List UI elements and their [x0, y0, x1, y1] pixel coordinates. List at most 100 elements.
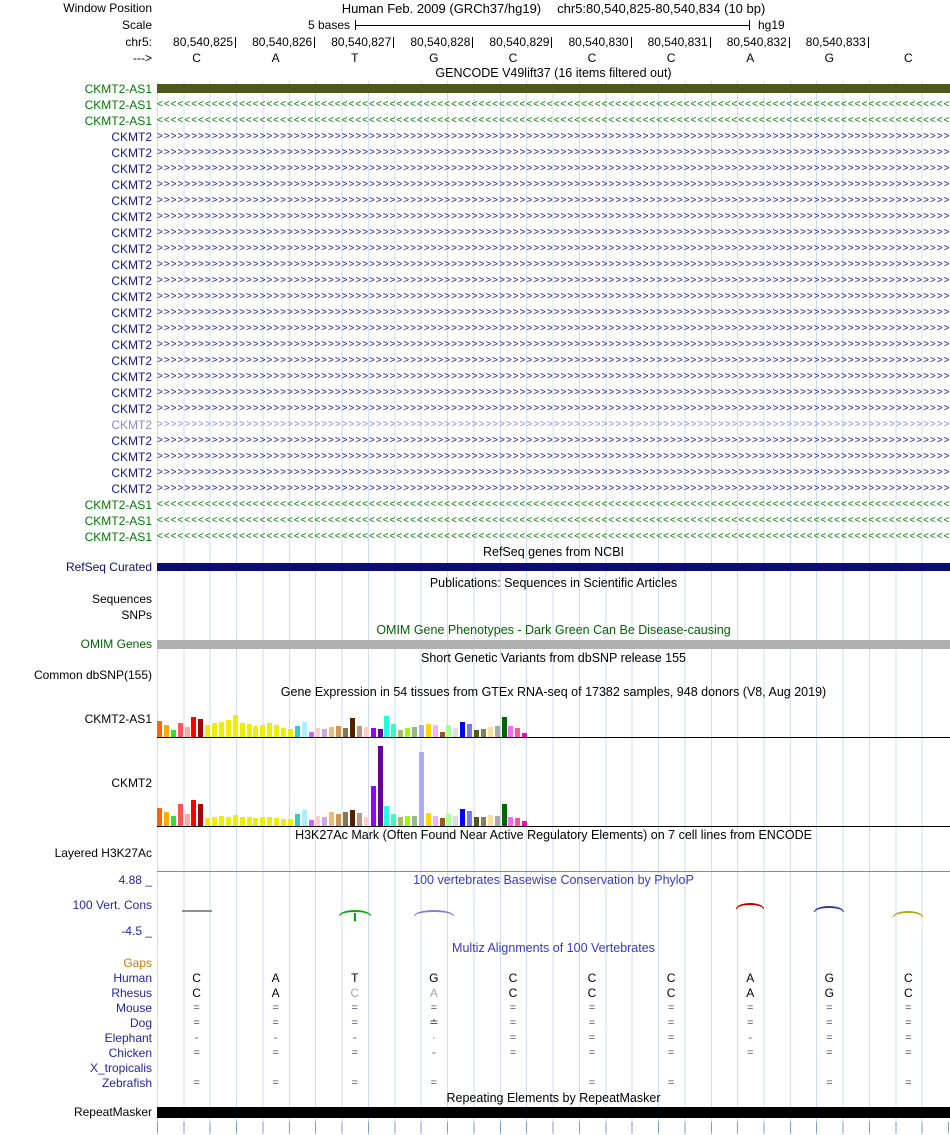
tissue-expression-bar[interactable]	[370, 728, 376, 737]
tissue-expression-bar[interactable]	[315, 816, 321, 826]
omim-title[interactable]: OMIM Gene Phenotypes - Dark Green Can Be…	[376, 623, 731, 637]
gene-strand-line[interactable]: >>>>>>>>>>>>>>>>>>>>>>>>>>>>>>>>>>>>>>>>…	[157, 195, 950, 206]
tissue-expression-bar[interactable]	[308, 820, 314, 826]
tissue-expression-bar[interactable]	[405, 728, 411, 737]
tissue-expression-bar[interactable]	[322, 817, 328, 826]
gene-label[interactable]: CKMT2	[111, 290, 152, 304]
alignment-cells[interactable]	[157, 1061, 950, 1076]
gtex-gene-label-ckmt2as1[interactable]: CKMT2-AS1	[84, 712, 152, 726]
h3k27ac-label[interactable]: Layered H3K27Ac	[54, 846, 152, 860]
gene-label[interactable]: CKMT2	[111, 418, 152, 432]
tissue-expression-bar[interactable]	[205, 725, 211, 737]
tissue-expression-bar[interactable]	[432, 725, 438, 737]
gene-content[interactable]: <<<<<<<<<<<<<<<<<<<<<<<<<<<<<<<<<<<<<<<<…	[157, 113, 950, 129]
tissue-expression-bar[interactable]	[453, 816, 459, 826]
tissue-expression-bar[interactable]	[349, 718, 355, 737]
gene-content[interactable]	[157, 81, 950, 97]
gene-content[interactable]: >>>>>>>>>>>>>>>>>>>>>>>>>>>>>>>>>>>>>>>>…	[157, 417, 950, 433]
gene-content[interactable]: >>>>>>>>>>>>>>>>>>>>>>>>>>>>>>>>>>>>>>>>…	[157, 289, 950, 305]
gene-label[interactable]: CKMT2	[111, 242, 152, 256]
tissue-expression-bar[interactable]	[363, 817, 369, 826]
tissue-expression-bar[interactable]	[501, 717, 507, 737]
tissue-expression-bar[interactable]	[467, 724, 473, 737]
tissue-expression-bar[interactable]	[184, 727, 190, 737]
gene-label[interactable]: CKMT2-AS1	[84, 82, 152, 96]
gene-content[interactable]: >>>>>>>>>>>>>>>>>>>>>>>>>>>>>>>>>>>>>>>>…	[157, 241, 950, 257]
gene-content[interactable]: >>>>>>>>>>>>>>>>>>>>>>>>>>>>>>>>>>>>>>>>…	[157, 321, 950, 337]
tissue-expression-bar[interactable]	[329, 727, 335, 737]
tissue-expression-bar[interactable]	[163, 812, 169, 826]
tissue-expression-bar[interactable]	[508, 726, 514, 737]
alignment-cells[interactable]: = = = = = = = = = =	[157, 1001, 950, 1016]
gene-label[interactable]: CKMT2-AS1	[84, 530, 152, 544]
tissue-expression-bar[interactable]	[274, 818, 280, 826]
gene-strand-line[interactable]: >>>>>>>>>>>>>>>>>>>>>>>>>>>>>>>>>>>>>>>>…	[157, 403, 950, 414]
species-label[interactable]: Dog	[129, 1016, 152, 1030]
tissue-expression-bar[interactable]	[163, 725, 169, 737]
gene-content[interactable]: >>>>>>>>>>>>>>>>>>>>>>>>>>>>>>>>>>>>>>>>…	[157, 145, 950, 161]
tissue-expression-bar[interactable]	[246, 724, 252, 737]
species-label[interactable]: Mouse	[115, 1001, 152, 1015]
tissue-expression-bar[interactable]	[191, 717, 197, 737]
tissue-expression-bar[interactable]	[322, 729, 328, 737]
gene-strand-line[interactable]: <<<<<<<<<<<<<<<<<<<<<<<<<<<<<<<<<<<<<<<<…	[157, 115, 950, 126]
tissue-expression-bar[interactable]	[425, 813, 431, 826]
gene-label[interactable]: CKMT2	[111, 146, 152, 160]
tissue-expression-bar[interactable]	[508, 817, 514, 826]
gene-label[interactable]: CKMT2	[111, 130, 152, 144]
tissue-expression-bar[interactable]	[198, 804, 204, 826]
tissue-expression-bar[interactable]	[246, 817, 252, 826]
gene-strand-line[interactable]: >>>>>>>>>>>>>>>>>>>>>>>>>>>>>>>>>>>>>>>>…	[157, 131, 950, 142]
conservation-mark[interactable]	[893, 911, 924, 917]
tissue-expression-bar[interactable]	[198, 719, 204, 737]
gene-strand-line[interactable]: >>>>>>>>>>>>>>>>>>>>>>>>>>>>>>>>>>>>>>>>…	[157, 419, 950, 430]
tissue-expression-bar[interactable]	[308, 732, 314, 737]
conservation-mark[interactable]	[413, 910, 454, 916]
gene-content[interactable]: >>>>>>>>>>>>>>>>>>>>>>>>>>>>>>>>>>>>>>>>…	[157, 369, 950, 385]
tissue-expression-bar[interactable]	[329, 812, 335, 826]
tissue-expression-bar[interactable]	[515, 818, 521, 826]
tissue-expression-bar[interactable]	[170, 730, 176, 737]
alignment-cells[interactable]: = = = = = = = =	[157, 1076, 950, 1091]
h3k27ac-title[interactable]: H3K27Ac Mark (Often Found Near Active Re…	[295, 828, 812, 842]
gtex-gene-label-ckmt2[interactable]: CKMT2	[111, 775, 152, 790]
tissue-expression-bar[interactable]	[343, 812, 349, 826]
gene-content[interactable]: >>>>>>>>>>>>>>>>>>>>>>>>>>>>>>>>>>>>>>>>…	[157, 129, 950, 145]
tissue-expression-bar[interactable]	[487, 727, 493, 737]
gene-label[interactable]: CKMT2	[111, 306, 152, 320]
gene-strand-line[interactable]: <<<<<<<<<<<<<<<<<<<<<<<<<<<<<<<<<<<<<<<<…	[157, 499, 950, 510]
gene-content[interactable]: >>>>>>>>>>>>>>>>>>>>>>>>>>>>>>>>>>>>>>>>…	[157, 433, 950, 449]
gene-strand-line[interactable]: >>>>>>>>>>>>>>>>>>>>>>>>>>>>>>>>>>>>>>>>…	[157, 339, 950, 350]
gene-strand-line[interactable]: >>>>>>>>>>>>>>>>>>>>>>>>>>>>>>>>>>>>>>>>…	[157, 243, 950, 254]
species-label[interactable]: Zebrafish	[101, 1076, 152, 1090]
gene-label[interactable]: CKMT2	[111, 370, 152, 384]
tissue-expression-bar[interactable]	[239, 723, 245, 737]
tissue-expression-bar[interactable]	[425, 724, 431, 737]
tissue-expression-bar[interactable]	[411, 816, 417, 826]
dbsnp-title[interactable]: Short Genetic Variants from dbSNP releas…	[421, 651, 686, 665]
phylop-title[interactable]: 100 vertebrates Basewise Conservation by…	[413, 873, 694, 887]
tissue-expression-bar[interactable]	[219, 816, 225, 826]
tissue-expression-bar[interactable]	[418, 725, 424, 737]
omim-genes-label[interactable]: OMIM Genes	[80, 638, 152, 651]
gene-strand-line[interactable]: <<<<<<<<<<<<<<<<<<<<<<<<<<<<<<<<<<<<<<<<…	[157, 99, 950, 110]
omim-genes-content[interactable]	[157, 638, 950, 651]
tissue-expression-bar[interactable]	[522, 821, 528, 826]
gene-exon-bar[interactable]	[157, 84, 950, 93]
tissue-expression-bar[interactable]	[460, 809, 466, 826]
gene-strand-line[interactable]: >>>>>>>>>>>>>>>>>>>>>>>>>>>>>>>>>>>>>>>>…	[157, 259, 950, 270]
tissue-expression-bar[interactable]	[467, 811, 473, 826]
tissue-expression-bar[interactable]	[170, 816, 176, 826]
gene-strand-line[interactable]: >>>>>>>>>>>>>>>>>>>>>>>>>>>>>>>>>>>>>>>>…	[157, 163, 950, 174]
gtex-title[interactable]: Gene Expression in 54 tissues from GTEx …	[280, 685, 827, 699]
gene-label[interactable]: CKMT2	[111, 162, 152, 176]
gene-strand-line[interactable]: >>>>>>>>>>>>>>>>>>>>>>>>>>>>>>>>>>>>>>>>…	[157, 451, 950, 462]
gene-content[interactable]: >>>>>>>>>>>>>>>>>>>>>>>>>>>>>>>>>>>>>>>>…	[157, 193, 950, 209]
tissue-expression-bar[interactable]	[281, 819, 287, 826]
gene-label[interactable]: CKMT2	[111, 210, 152, 224]
repeatmasker-content[interactable]	[157, 1106, 950, 1119]
tissue-expression-bar[interactable]	[157, 721, 162, 737]
tissue-expression-bar[interactable]	[260, 725, 266, 737]
gene-content[interactable]: >>>>>>>>>>>>>>>>>>>>>>>>>>>>>>>>>>>>>>>>…	[157, 177, 950, 193]
